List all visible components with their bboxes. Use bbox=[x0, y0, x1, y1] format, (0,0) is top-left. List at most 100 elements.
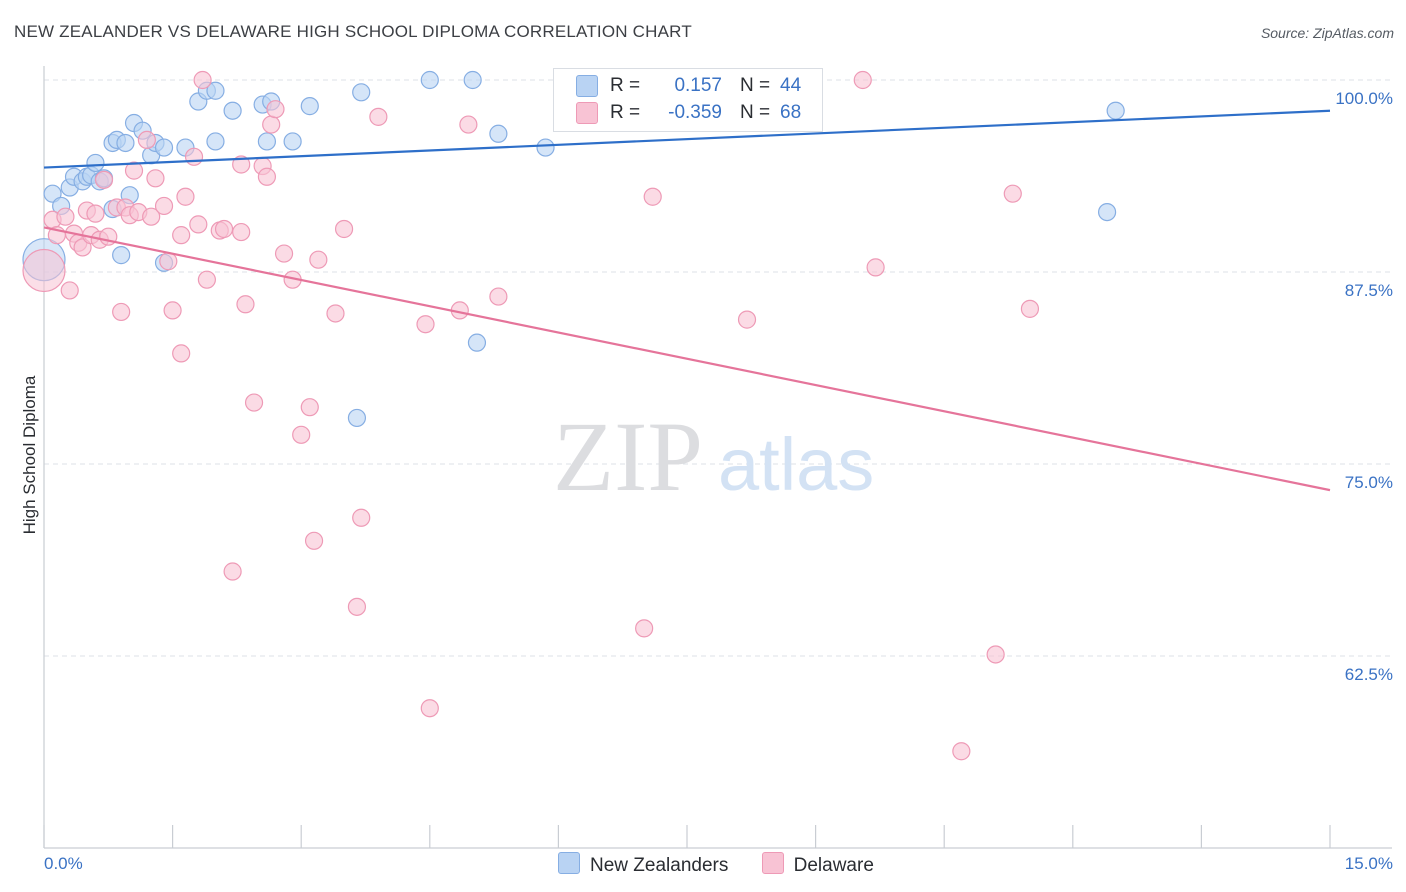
legend-label: Delaware bbox=[793, 855, 874, 876]
legend-swatch-pink bbox=[576, 102, 598, 124]
delaware-point bbox=[737, 310, 757, 329]
delaware-point bbox=[163, 301, 182, 320]
delaware-point bbox=[94, 170, 114, 189]
legend-swatch-blue bbox=[576, 75, 598, 97]
delaware-point bbox=[236, 295, 255, 314]
new-zealander-point bbox=[112, 246, 131, 265]
delaware-point bbox=[172, 344, 191, 363]
new-zealander-point bbox=[257, 132, 277, 151]
new-zealander-point bbox=[300, 97, 319, 116]
delaware-point bbox=[1003, 184, 1022, 203]
stats-legend: R = 0.157 N = 44 R = -0.359 N = 68 bbox=[553, 68, 823, 132]
delaware-point bbox=[56, 207, 75, 226]
legend-r-label: R = bbox=[610, 75, 641, 96]
delaware-point bbox=[86, 204, 105, 223]
x-tick-label: 15.0% bbox=[1345, 854, 1393, 873]
tick-labels: 62.5% 75.0% 87.5% 100.0% 0.0% 15.0% bbox=[44, 89, 1393, 873]
delaware-point bbox=[420, 699, 439, 718]
legend-r-value: 0.157 bbox=[674, 75, 722, 96]
delaware-point bbox=[142, 207, 161, 226]
delaware-point bbox=[326, 304, 345, 323]
new-zealander-point bbox=[154, 138, 174, 157]
delaware-point bbox=[292, 425, 311, 444]
delaware-point bbox=[193, 70, 212, 90]
y-tick-label: 87.5% bbox=[1345, 281, 1393, 300]
delaware-point bbox=[257, 167, 277, 186]
new-zealander-point bbox=[283, 132, 302, 151]
delaware-point bbox=[262, 115, 281, 134]
y-tick-label: 75.0% bbox=[1345, 473, 1393, 492]
delaware-point bbox=[635, 619, 654, 638]
new-zealander-point bbox=[86, 153, 105, 173]
y-tick-label: 62.5% bbox=[1345, 665, 1393, 684]
x-tick-label: 0.0% bbox=[44, 854, 83, 873]
delaware-point bbox=[304, 531, 324, 550]
delaware-point bbox=[986, 645, 1005, 664]
delaware-point bbox=[137, 130, 156, 150]
data-points bbox=[22, 70, 1125, 761]
delaware-point bbox=[154, 196, 174, 216]
delaware-point bbox=[184, 147, 204, 166]
delaware-point bbox=[112, 302, 131, 322]
legend-swatch-blue bbox=[558, 852, 580, 874]
y-tick-label: 100.0% bbox=[1335, 89, 1393, 108]
delaware-point bbox=[352, 508, 371, 527]
legend-item-delaware[interactable]: Delaware bbox=[761, 852, 874, 877]
delaware-point bbox=[309, 250, 328, 269]
delaware-point bbox=[866, 258, 885, 277]
chart-source: Source: ZipAtlas.com bbox=[1260, 25, 1394, 41]
delaware-point bbox=[60, 281, 79, 300]
legend-item-new-zealanders[interactable]: New Zealanders bbox=[558, 852, 728, 877]
watermark-atlas: atlas bbox=[718, 423, 874, 506]
delaware-point bbox=[232, 155, 251, 174]
new-zealander-point bbox=[352, 83, 371, 102]
delaware-point bbox=[489, 287, 508, 306]
delaware-point bbox=[274, 244, 294, 263]
delaware-point bbox=[347, 597, 367, 616]
legend-n-label: N = bbox=[740, 75, 771, 96]
new-zealander-point bbox=[467, 333, 487, 352]
delaware-point bbox=[643, 187, 662, 206]
legend-label: New Zealanders bbox=[590, 855, 729, 876]
chart-title: NEW ZEALANDER VS DELAWARE HIGH SCHOOL DI… bbox=[14, 22, 692, 41]
delaware-trend-line bbox=[43, 226, 1331, 492]
delaware-point bbox=[146, 169, 165, 188]
delaware-point bbox=[952, 742, 971, 761]
delaware-point bbox=[1020, 299, 1040, 318]
delaware-point bbox=[232, 222, 251, 242]
new-zealander-point bbox=[463, 70, 482, 90]
delaware-point bbox=[124, 161, 144, 180]
new-zealander-point bbox=[206, 132, 225, 151]
legend-n-value: 68 bbox=[780, 102, 802, 123]
watermark: ZIP atlas bbox=[553, 401, 874, 512]
new-zealander-point bbox=[223, 101, 242, 120]
delaware-point bbox=[244, 393, 264, 412]
delaware-point bbox=[214, 219, 234, 239]
delaware-point bbox=[334, 219, 354, 239]
delaware-point bbox=[369, 107, 388, 126]
watermark-zip: ZIP bbox=[553, 401, 703, 512]
legend-r-value: -0.359 bbox=[668, 102, 722, 123]
new-zealander-point bbox=[116, 133, 135, 153]
delaware-point bbox=[189, 215, 208, 234]
delaware-point bbox=[266, 100, 285, 119]
legend-row-new-zealanders: R = 0.157 N = 44 bbox=[576, 75, 801, 99]
delaware-point bbox=[172, 226, 191, 245]
legend-n-label: N = bbox=[740, 102, 771, 123]
new-zealander-point bbox=[489, 124, 508, 143]
legend-swatch-pink bbox=[761, 852, 784, 874]
new-zealander-point bbox=[1097, 202, 1117, 222]
new-zealander-point bbox=[1106, 101, 1125, 120]
delaware-point bbox=[300, 398, 319, 417]
delaware-point bbox=[223, 562, 242, 581]
new-zealander-point bbox=[347, 408, 367, 428]
delaware-point bbox=[22, 248, 66, 293]
legend-n-value: 44 bbox=[780, 75, 802, 96]
new-zealander-trend-line bbox=[43, 109, 1331, 169]
delaware-point bbox=[459, 115, 478, 134]
y-axis-label: High School Diploma bbox=[20, 375, 39, 534]
new-zealander-point bbox=[536, 138, 555, 157]
delaware-point bbox=[853, 70, 872, 90]
new-zealander-point bbox=[206, 81, 225, 100]
